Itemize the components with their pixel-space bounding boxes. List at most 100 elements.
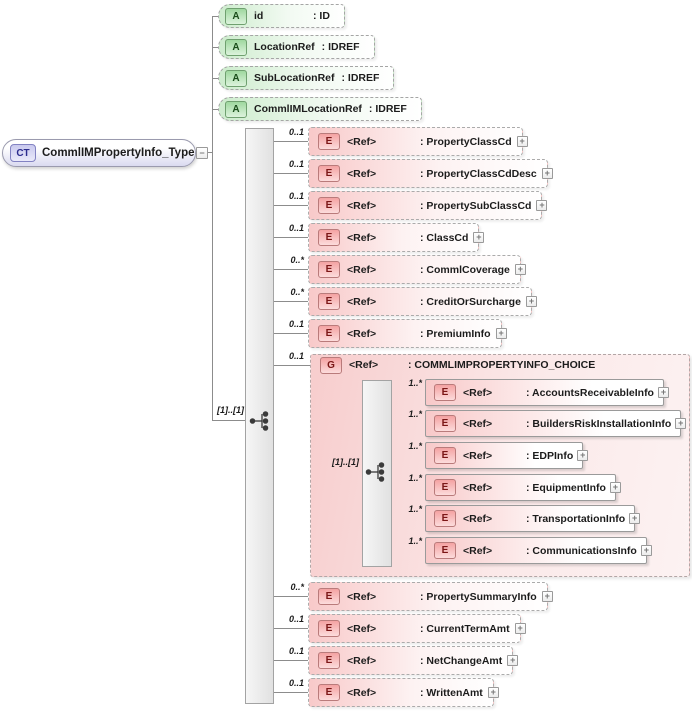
cardinality-label: 1..* <box>408 409 422 419</box>
element-node[interactable]: E <Ref> : CurrentTermAmt + <box>308 614 526 643</box>
cardinality-label: 0..1 <box>288 127 304 137</box>
choice-element-node[interactable]: E <Ref> : EDPInfo + <box>425 442 589 469</box>
attribute-node[interactable]: A SubLocationRef : IDREF <box>218 66 395 90</box>
element-badge: E <box>318 588 340 605</box>
expand-toggle[interactable]: + <box>487 687 499 698</box>
element-node[interactable]: E <Ref> : PremiumInfo + <box>308 319 507 348</box>
element-type-label: : EDPInfo <box>526 449 574 462</box>
expand-toggle[interactable]: + <box>473 232 485 243</box>
attribute-node[interactable]: A LocationRef : IDREF <box>218 35 375 59</box>
element-type-label: : ClassCd <box>420 231 469 244</box>
element-type-label: : CurrentTermAmt <box>420 622 510 635</box>
expand-toggle[interactable]: + <box>495 328 507 339</box>
expand-toggle[interactable]: + <box>541 591 553 602</box>
cardinality-label: 0..1 <box>288 223 304 233</box>
ref-label: <Ref> <box>347 654 377 667</box>
attribute-type-label: : IDREF <box>368 103 407 115</box>
ref-label: <Ref> <box>347 686 377 699</box>
element-type-label: : PropertyClassCd <box>420 135 512 148</box>
cardinality-label: 1..* <box>408 504 422 514</box>
ref-label: <Ref> <box>347 590 377 603</box>
group-type-label: : COMMLIMPROPERTYINFO_CHOICE <box>408 359 596 371</box>
expand-toggle[interactable]: + <box>541 168 553 179</box>
expand-toggle[interactable]: + <box>536 200 548 211</box>
ref-label: <Ref> <box>463 512 493 525</box>
element-badge: E <box>434 447 456 464</box>
ref-label: <Ref> <box>463 417 493 430</box>
cardinality-label: 1..* <box>408 536 422 546</box>
complextype-label: CommlIMPropertyInfo_Type <box>42 147 195 159</box>
ref-label: <Ref> <box>463 544 493 557</box>
element-node[interactable]: E <Ref> : PropertySummaryInfo + <box>308 582 553 611</box>
cardinality-label: 0..* <box>290 255 304 265</box>
element-type-label: : BuildersRiskInstallationInfo <box>526 417 672 430</box>
cardinality-label: 0..* <box>290 582 304 592</box>
ref-label: <Ref> <box>463 481 493 494</box>
expand-toggle[interactable]: + <box>514 623 526 634</box>
element-node[interactable]: E <Ref> : ClassCd + <box>308 223 485 252</box>
element-badge: E <box>318 293 340 310</box>
element-node[interactable]: E <Ref> : PropertySubClassCd + <box>308 191 548 220</box>
element-badge: E <box>318 684 340 701</box>
choice-element-node[interactable]: E <Ref> : BuildersRiskInstallationInfo + <box>425 410 687 437</box>
element-type-label: : EquipmentInfo <box>526 481 606 494</box>
element-badge: E <box>434 542 456 559</box>
element-badge: E <box>434 384 456 401</box>
attribute-name-label: CommlIMLocationRef <box>254 103 362 115</box>
element-node[interactable]: E <Ref> : CreditOrSurcharge + <box>308 287 537 316</box>
cardinality-label: 0..1 <box>288 319 304 329</box>
sequence-compositor-bar[interactable] <box>245 128 274 704</box>
attribute-badge: A <box>225 69 247 87</box>
attribute-node[interactable]: A id : ID <box>218 4 345 28</box>
sequence-icon <box>249 411 269 431</box>
element-badge: E <box>318 620 340 637</box>
expand-toggle[interactable]: + <box>577 450 589 461</box>
element-node[interactable]: E <Ref> : CommlCoverage + <box>308 255 526 284</box>
element-badge: E <box>318 165 340 182</box>
cardinality-label: 0..1 <box>288 614 304 624</box>
choice-element-node[interactable]: E <Ref> : TransportationInfo + <box>425 505 641 532</box>
cardinality-label: 0..1 <box>288 191 304 201</box>
element-node[interactable]: E <Ref> : NetChangeAmt + <box>308 646 519 675</box>
expand-toggle[interactable]: + <box>657 387 669 398</box>
element-type-label: : PropertyClassCdDesc <box>420 167 537 180</box>
cardinality-label: 0..1 <box>288 678 304 688</box>
expand-toggle[interactable]: + <box>507 655 519 666</box>
expand-toggle[interactable]: + <box>629 513 641 524</box>
attribute-badge: A <box>225 38 247 56</box>
expand-toggle[interactable]: + <box>525 296 537 307</box>
element-node[interactable]: E <Ref> : WrittenAmt + <box>308 678 499 707</box>
element-node[interactable]: E <Ref> : PropertyClassCdDesc + <box>308 159 553 188</box>
ref-label: <Ref> <box>347 167 377 180</box>
ref-label: <Ref> <box>349 359 379 371</box>
element-badge: E <box>318 325 340 342</box>
expand-toggle[interactable]: + <box>516 136 528 147</box>
ref-label: <Ref> <box>463 386 493 399</box>
attribute-node[interactable]: A CommlIMLocationRef : IDREF <box>218 97 422 121</box>
element-type-label: : CreditOrSurcharge <box>420 295 521 308</box>
expand-toggle[interactable]: + <box>514 264 526 275</box>
choice-element-node[interactable]: E <Ref> : CommunicationsInfo + <box>425 537 652 564</box>
complextype-node[interactable]: CT CommlIMPropertyInfo_Type <box>2 139 196 167</box>
element-badge: E <box>318 197 340 214</box>
choice-icon <box>365 462 385 482</box>
expand-toggle[interactable]: + <box>640 545 652 556</box>
choice-element-node[interactable]: E <Ref> : EquipmentInfo + <box>425 474 621 501</box>
attribute-badge: A <box>225 7 247 25</box>
ref-label: <Ref> <box>347 135 377 148</box>
element-type-label: : PremiumInfo <box>420 327 491 340</box>
element-type-label: : NetChangeAmt <box>420 654 503 667</box>
element-node[interactable]: E <Ref> : PropertyClassCd + <box>308 127 528 156</box>
cardinality-label: 1..* <box>408 441 422 451</box>
element-badge: E <box>318 261 340 278</box>
expand-toggle[interactable]: + <box>609 482 621 493</box>
ref-label: <Ref> <box>347 199 377 212</box>
expand-toggle[interactable]: + <box>675 418 687 429</box>
collapse-toggle[interactable]: − <box>196 147 208 159</box>
ref-label: <Ref> <box>347 327 377 340</box>
complextype-badge: CT <box>10 144 36 162</box>
ref-label: <Ref> <box>347 622 377 635</box>
choice-element-node[interactable]: E <Ref> : AccountsReceivableInfo + <box>425 379 669 406</box>
ref-label: <Ref> <box>463 449 493 462</box>
group-header[interactable]: G <Ref> : COMMLIMPROPERTYINFO_CHOICE <box>320 356 596 374</box>
